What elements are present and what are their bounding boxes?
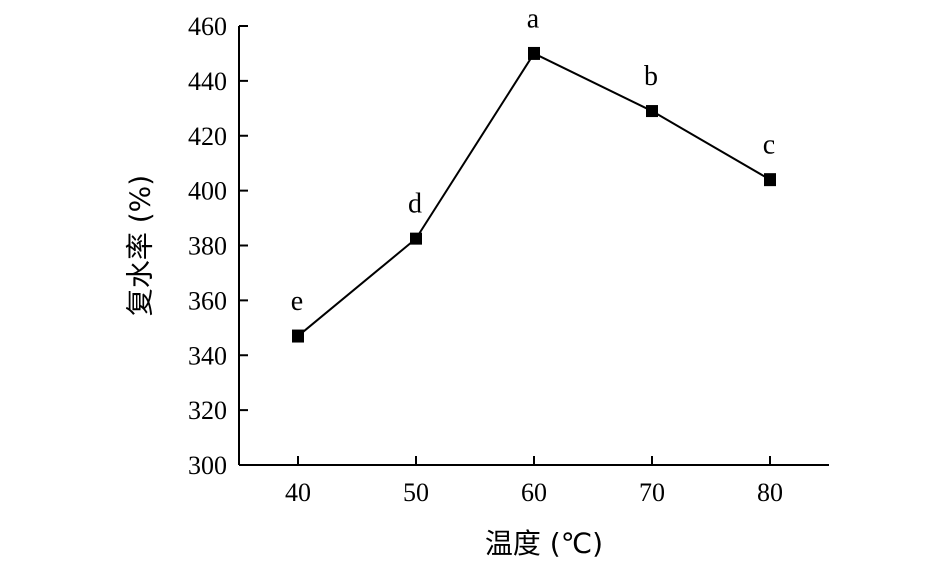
significance-label: c — [763, 130, 775, 161]
x-tick-label: 80 — [757, 478, 783, 507]
significance-label: e — [291, 286, 303, 317]
significance-label: d — [408, 189, 422, 220]
data-point — [292, 330, 304, 343]
series: e d a b c — [291, 3, 776, 343]
x-tick-label: 50 — [403, 478, 429, 507]
data-point — [528, 47, 540, 60]
x-tick-label: 40 — [285, 478, 311, 507]
series-line — [297, 52, 771, 337]
axes — [238, 26, 829, 466]
y-tick-label: 340 — [188, 341, 227, 370]
y-tick-label: 320 — [188, 396, 227, 425]
y-tick-label: 420 — [188, 122, 227, 151]
y-tick-label: 300 — [188, 451, 227, 480]
significance-label: b — [644, 61, 658, 92]
data-point — [646, 105, 658, 118]
significance-label: a — [527, 3, 540, 34]
y-tick-label: 400 — [188, 177, 227, 206]
x-tick-label: 60 — [521, 478, 547, 507]
y-tick-label: 360 — [188, 286, 227, 315]
ticks: 300 320 340 360 380 400 420 440 460 40 50 60 70 80 — [188, 12, 783, 507]
y-tick-label: 460 — [188, 12, 227, 41]
x-tick-label: 70 — [639, 478, 665, 507]
data-point — [764, 173, 776, 186]
data-point — [410, 232, 422, 245]
y-tick-label: 380 — [188, 232, 227, 261]
y-tick-label: 440 — [188, 67, 227, 96]
x-axis-title: 温度 (℃) — [485, 527, 603, 560]
y-axis-title: 复水率 (%) — [124, 175, 157, 316]
